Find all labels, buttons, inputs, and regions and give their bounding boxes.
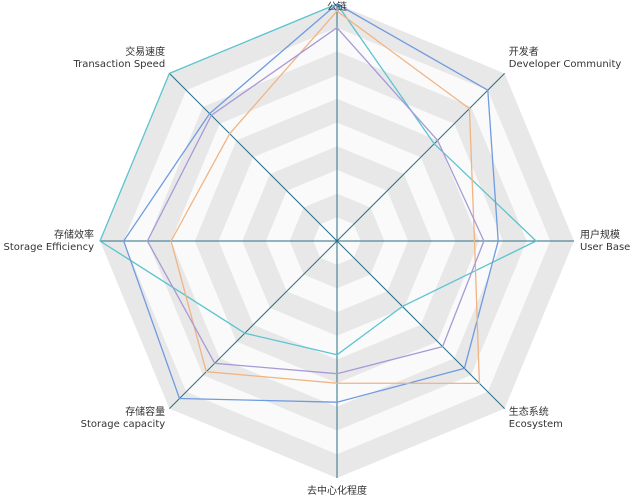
indicator-label-en: Storage Efficiency (4, 242, 95, 253)
radar-series (99, 3, 537, 403)
indicator-label-cn: 公链 (327, 0, 347, 13)
indicator-label-cn: 存储容量 (125, 405, 165, 418)
radar-axes (100, 4, 574, 478)
indicator-label-en: Transaction Speed (72, 59, 165, 70)
radar-axis-line (169, 73, 338, 242)
series-line-4 (146, 27, 485, 375)
indicator-label-en: User Base (580, 242, 630, 253)
indicator-label-en: Developer Community (509, 59, 622, 70)
radar-axis-line (169, 240, 338, 409)
radar-axis-line (336, 240, 505, 409)
series-line-2 (123, 3, 499, 403)
indicator-label-cn: 开发者 (509, 45, 539, 58)
indicator-label-cn: 存储效率 (54, 228, 94, 241)
radar-axis-line (336, 73, 505, 242)
indicator-label-en: Ecosystem (509, 419, 563, 430)
series-line-3 (170, 10, 481, 385)
indicator-label-cn: 生态系统 (509, 405, 549, 418)
indicator-label-cn: 交易速度 (125, 45, 165, 58)
series-line-1 (99, 3, 537, 356)
indicator-label-cn: 用户规模 (580, 228, 620, 241)
indicator-label-cn: 去中心化程度 (307, 484, 367, 497)
indicator-label-en: Storage capacity (81, 419, 166, 430)
